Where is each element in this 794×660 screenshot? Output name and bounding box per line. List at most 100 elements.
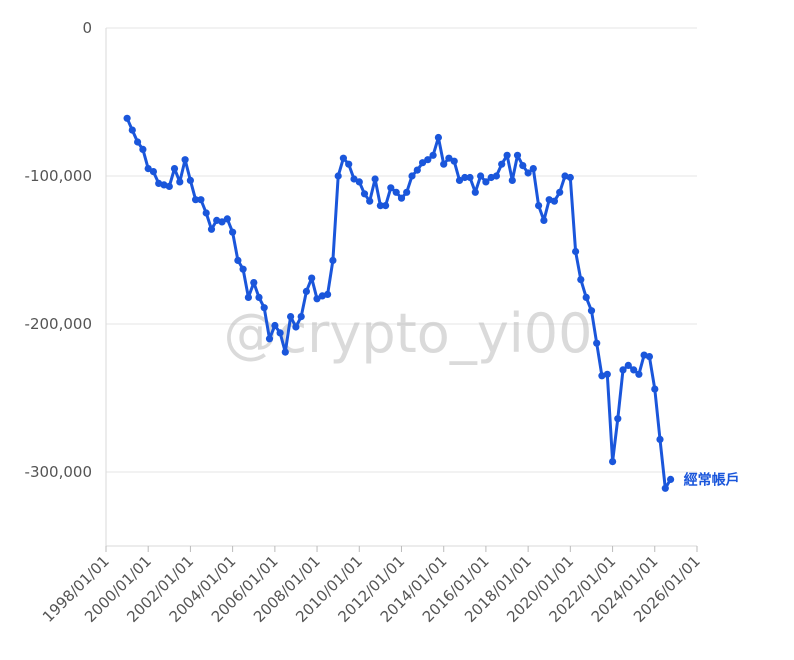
- data-point[interactable]: [550, 197, 559, 205]
- data-point[interactable]: [419, 159, 427, 167]
- data-point[interactable]: [656, 435, 664, 443]
- data-point[interactable]: [598, 372, 606, 380]
- data-point[interactable]: [287, 313, 295, 321]
- data-point[interactable]: [461, 173, 469, 182]
- data-point[interactable]: [651, 385, 659, 393]
- data-point[interactable]: [313, 295, 321, 303]
- data-point[interactable]: [408, 172, 416, 180]
- data-point[interactable]: [519, 162, 527, 170]
- series-group: [123, 114, 675, 492]
- data-point[interactable]: [424, 156, 432, 164]
- data-point[interactable]: [234, 256, 242, 264]
- data-point[interactable]: [334, 172, 342, 180]
- data-point[interactable]: [587, 307, 596, 315]
- data-point[interactable]: [624, 361, 632, 369]
- data-point[interactable]: [276, 329, 284, 337]
- y-tick-label: -200,000: [25, 315, 92, 333]
- data-point[interactable]: [556, 188, 564, 196]
- data-point[interactable]: [619, 366, 627, 374]
- data-point[interactable]: [387, 184, 395, 192]
- data-point[interactable]: [197, 196, 205, 204]
- data-point[interactable]: [471, 188, 479, 196]
- data-point[interactable]: [350, 175, 358, 183]
- data-point[interactable]: [244, 293, 252, 301]
- y-tick-label: -300,000: [25, 463, 92, 481]
- data-point[interactable]: [440, 160, 448, 168]
- data-point[interactable]: [302, 287, 310, 295]
- data-point[interactable]: [403, 188, 411, 196]
- data-point[interactable]: [176, 178, 184, 186]
- data-point[interactable]: [123, 114, 131, 122]
- data-point[interactable]: [281, 348, 289, 356]
- data-point[interactable]: [429, 151, 437, 159]
- data-point[interactable]: [144, 165, 152, 173]
- data-point[interactable]: [577, 276, 585, 284]
- data-point[interactable]: [308, 274, 316, 282]
- data-point[interactable]: [450, 157, 458, 165]
- data-point[interactable]: [455, 176, 464, 184]
- data-point[interactable]: [609, 458, 617, 466]
- data-point[interactable]: [635, 370, 643, 378]
- data-point[interactable]: [445, 154, 453, 162]
- data-point[interactable]: [382, 202, 390, 210]
- data-point[interactable]: [529, 165, 537, 173]
- data-point[interactable]: [218, 218, 226, 226]
- data-point[interactable]: [139, 145, 147, 153]
- data-point[interactable]: [170, 165, 179, 173]
- data-point[interactable]: [392, 188, 400, 196]
- data-point[interactable]: [255, 293, 263, 301]
- data-point[interactable]: [250, 279, 258, 287]
- data-point[interactable]: [355, 178, 363, 186]
- data-point[interactable]: [366, 197, 374, 205]
- data-point[interactable]: [192, 196, 200, 204]
- data-point[interactable]: [339, 154, 347, 162]
- data-point[interactable]: [260, 304, 268, 312]
- data-point[interactable]: [477, 172, 485, 180]
- data-point[interactable]: [239, 265, 247, 273]
- data-point[interactable]: [492, 172, 500, 180]
- data-point[interactable]: [186, 176, 194, 184]
- data-point[interactable]: [292, 323, 300, 331]
- data-point[interactable]: [566, 173, 574, 182]
- data-point[interactable]: [503, 151, 511, 159]
- data-point[interactable]: [540, 216, 548, 224]
- data-point[interactable]: [371, 175, 379, 183]
- data-point[interactable]: [271, 321, 279, 330]
- data-point[interactable]: [508, 176, 516, 184]
- data-point[interactable]: [149, 168, 157, 176]
- data-point[interactable]: [265, 335, 274, 343]
- data-point[interactable]: [614, 415, 622, 423]
- data-point[interactable]: [360, 190, 369, 198]
- data-point[interactable]: [645, 353, 654, 361]
- data-point[interactable]: [229, 228, 237, 236]
- data-point[interactable]: [165, 182, 173, 190]
- data-point[interactable]: [134, 138, 142, 146]
- data-point[interactable]: [376, 202, 384, 210]
- data-point[interactable]: [324, 290, 332, 298]
- data-point[interactable]: [397, 194, 406, 202]
- data-point[interactable]: [181, 156, 189, 164]
- data-point[interactable]: [630, 366, 638, 374]
- data-point[interactable]: [482, 178, 490, 186]
- data-point[interactable]: [524, 169, 532, 177]
- data-point[interactable]: [535, 202, 543, 210]
- data-point[interactable]: [582, 293, 590, 301]
- data-point[interactable]: [572, 247, 580, 256]
- data-point[interactable]: [128, 126, 136, 134]
- data-point[interactable]: [202, 209, 210, 217]
- data-point[interactable]: [603, 370, 611, 378]
- data-point[interactable]: [329, 256, 337, 264]
- data-point[interactable]: [513, 151, 522, 159]
- data-point[interactable]: [413, 166, 421, 174]
- data-point[interactable]: [667, 475, 675, 483]
- data-point[interactable]: [223, 215, 231, 223]
- data-point[interactable]: [593, 339, 601, 347]
- data-point[interactable]: [661, 484, 669, 492]
- data-point[interactable]: [297, 313, 305, 321]
- data-point[interactable]: [345, 160, 353, 168]
- data-point[interactable]: [207, 225, 216, 233]
- data-point[interactable]: [466, 173, 474, 182]
- data-point[interactable]: [434, 133, 442, 142]
- data-point[interactable]: [498, 160, 506, 168]
